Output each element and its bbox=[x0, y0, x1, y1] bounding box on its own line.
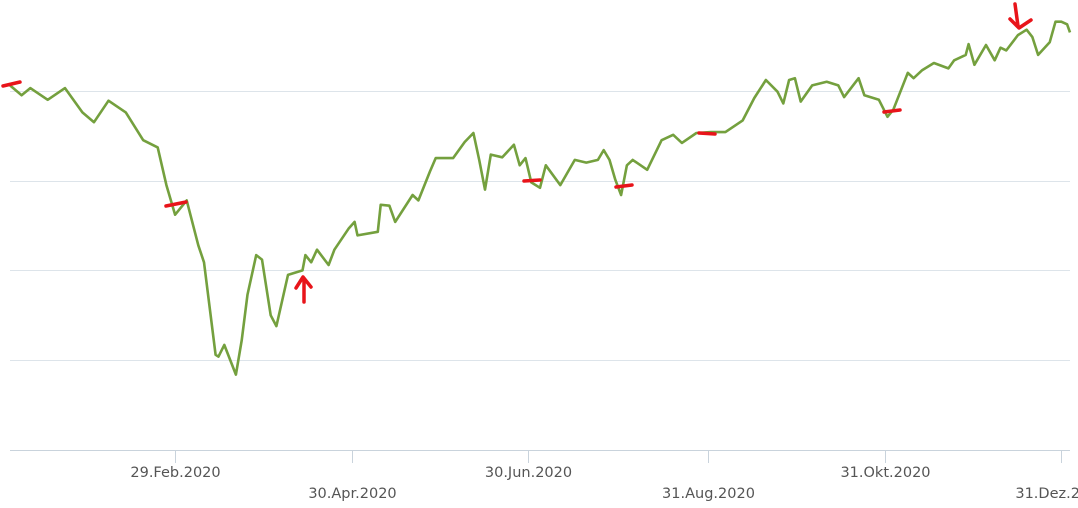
data-line bbox=[9, 20, 1072, 376]
annotations bbox=[1, 2, 1033, 304]
x-tick-label: 29.Feb.2020 bbox=[130, 465, 220, 481]
x-tick-label: 30.Apr.2020 bbox=[308, 486, 396, 502]
annotation-mark bbox=[697, 131, 717, 136]
annotation-arrow bbox=[294, 275, 313, 304]
x-tick-label: 31.Okt.2020 bbox=[840, 465, 930, 481]
x-tick-label: 30.Jun.2020 bbox=[485, 465, 572, 481]
annotation-mark bbox=[522, 178, 542, 183]
annotation-mark bbox=[164, 200, 188, 208]
x-tick-label: 31.Aug.2020 bbox=[662, 486, 755, 502]
annotation-arrow bbox=[1008, 2, 1033, 30]
annotation-mark bbox=[614, 183, 634, 189]
annotation-mark bbox=[1, 80, 22, 88]
x-tick-label: 31.Dez.2020 bbox=[1015, 486, 1078, 502]
annotation-mark bbox=[882, 108, 902, 114]
